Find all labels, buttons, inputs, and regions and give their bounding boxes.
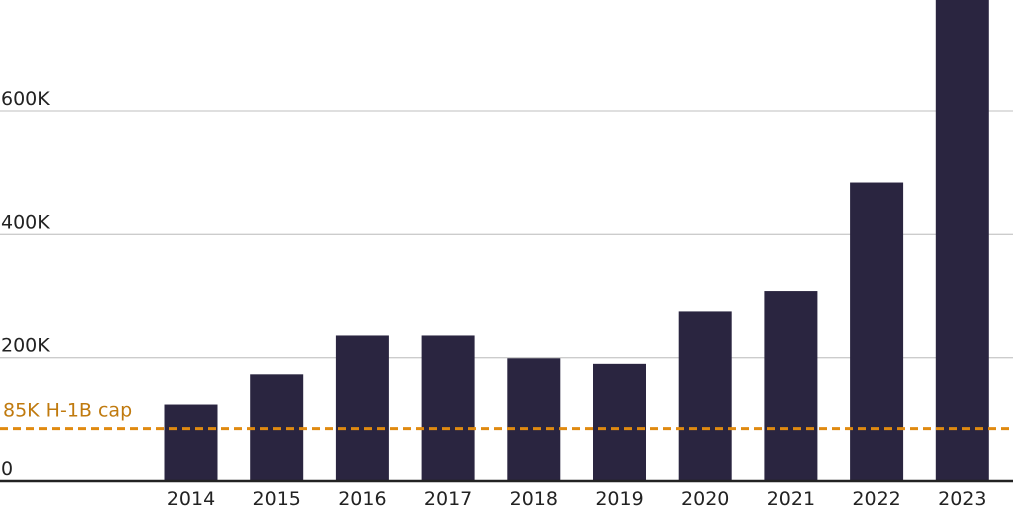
bar — [421, 335, 475, 481]
bar — [164, 404, 218, 481]
bar — [850, 182, 904, 482]
y-tick-label: 600K — [1, 88, 50, 110]
x-tick-label: 2023 — [938, 488, 986, 510]
bar — [678, 311, 732, 481]
x-tick-label: 2017 — [424, 488, 472, 510]
x-tick-label: 2020 — [681, 488, 729, 510]
x-tick-label: 2022 — [852, 488, 900, 510]
bars — [164, 0, 989, 482]
x-axis-ticks: 2014 2015 2016 2017 2018 2019 2020 2021 2022 2023 — [167, 488, 987, 510]
x-tick-label: 2018 — [510, 488, 558, 510]
bar — [507, 358, 561, 481]
x-tick-label: 2016 — [338, 488, 386, 510]
y-tick-label: 200K — [1, 335, 50, 357]
x-tick-label: 2014 — [167, 488, 215, 510]
bar — [593, 363, 646, 481]
y-axis-ticks: 0 200K 400K 600K — [1, 88, 50, 480]
x-tick-label: 2019 — [595, 488, 643, 510]
y-tick-label: 0 — [1, 458, 13, 480]
bar — [764, 291, 818, 481]
gridlines — [0, 110, 1013, 359]
x-tick-label: 2021 — [767, 488, 815, 510]
cap-label: 85K H-1B cap — [3, 400, 132, 422]
bar — [935, 0, 989, 481]
y-tick-label: 400K — [1, 211, 50, 233]
bar — [335, 335, 389, 481]
x-tick-label: 2015 — [253, 488, 301, 510]
